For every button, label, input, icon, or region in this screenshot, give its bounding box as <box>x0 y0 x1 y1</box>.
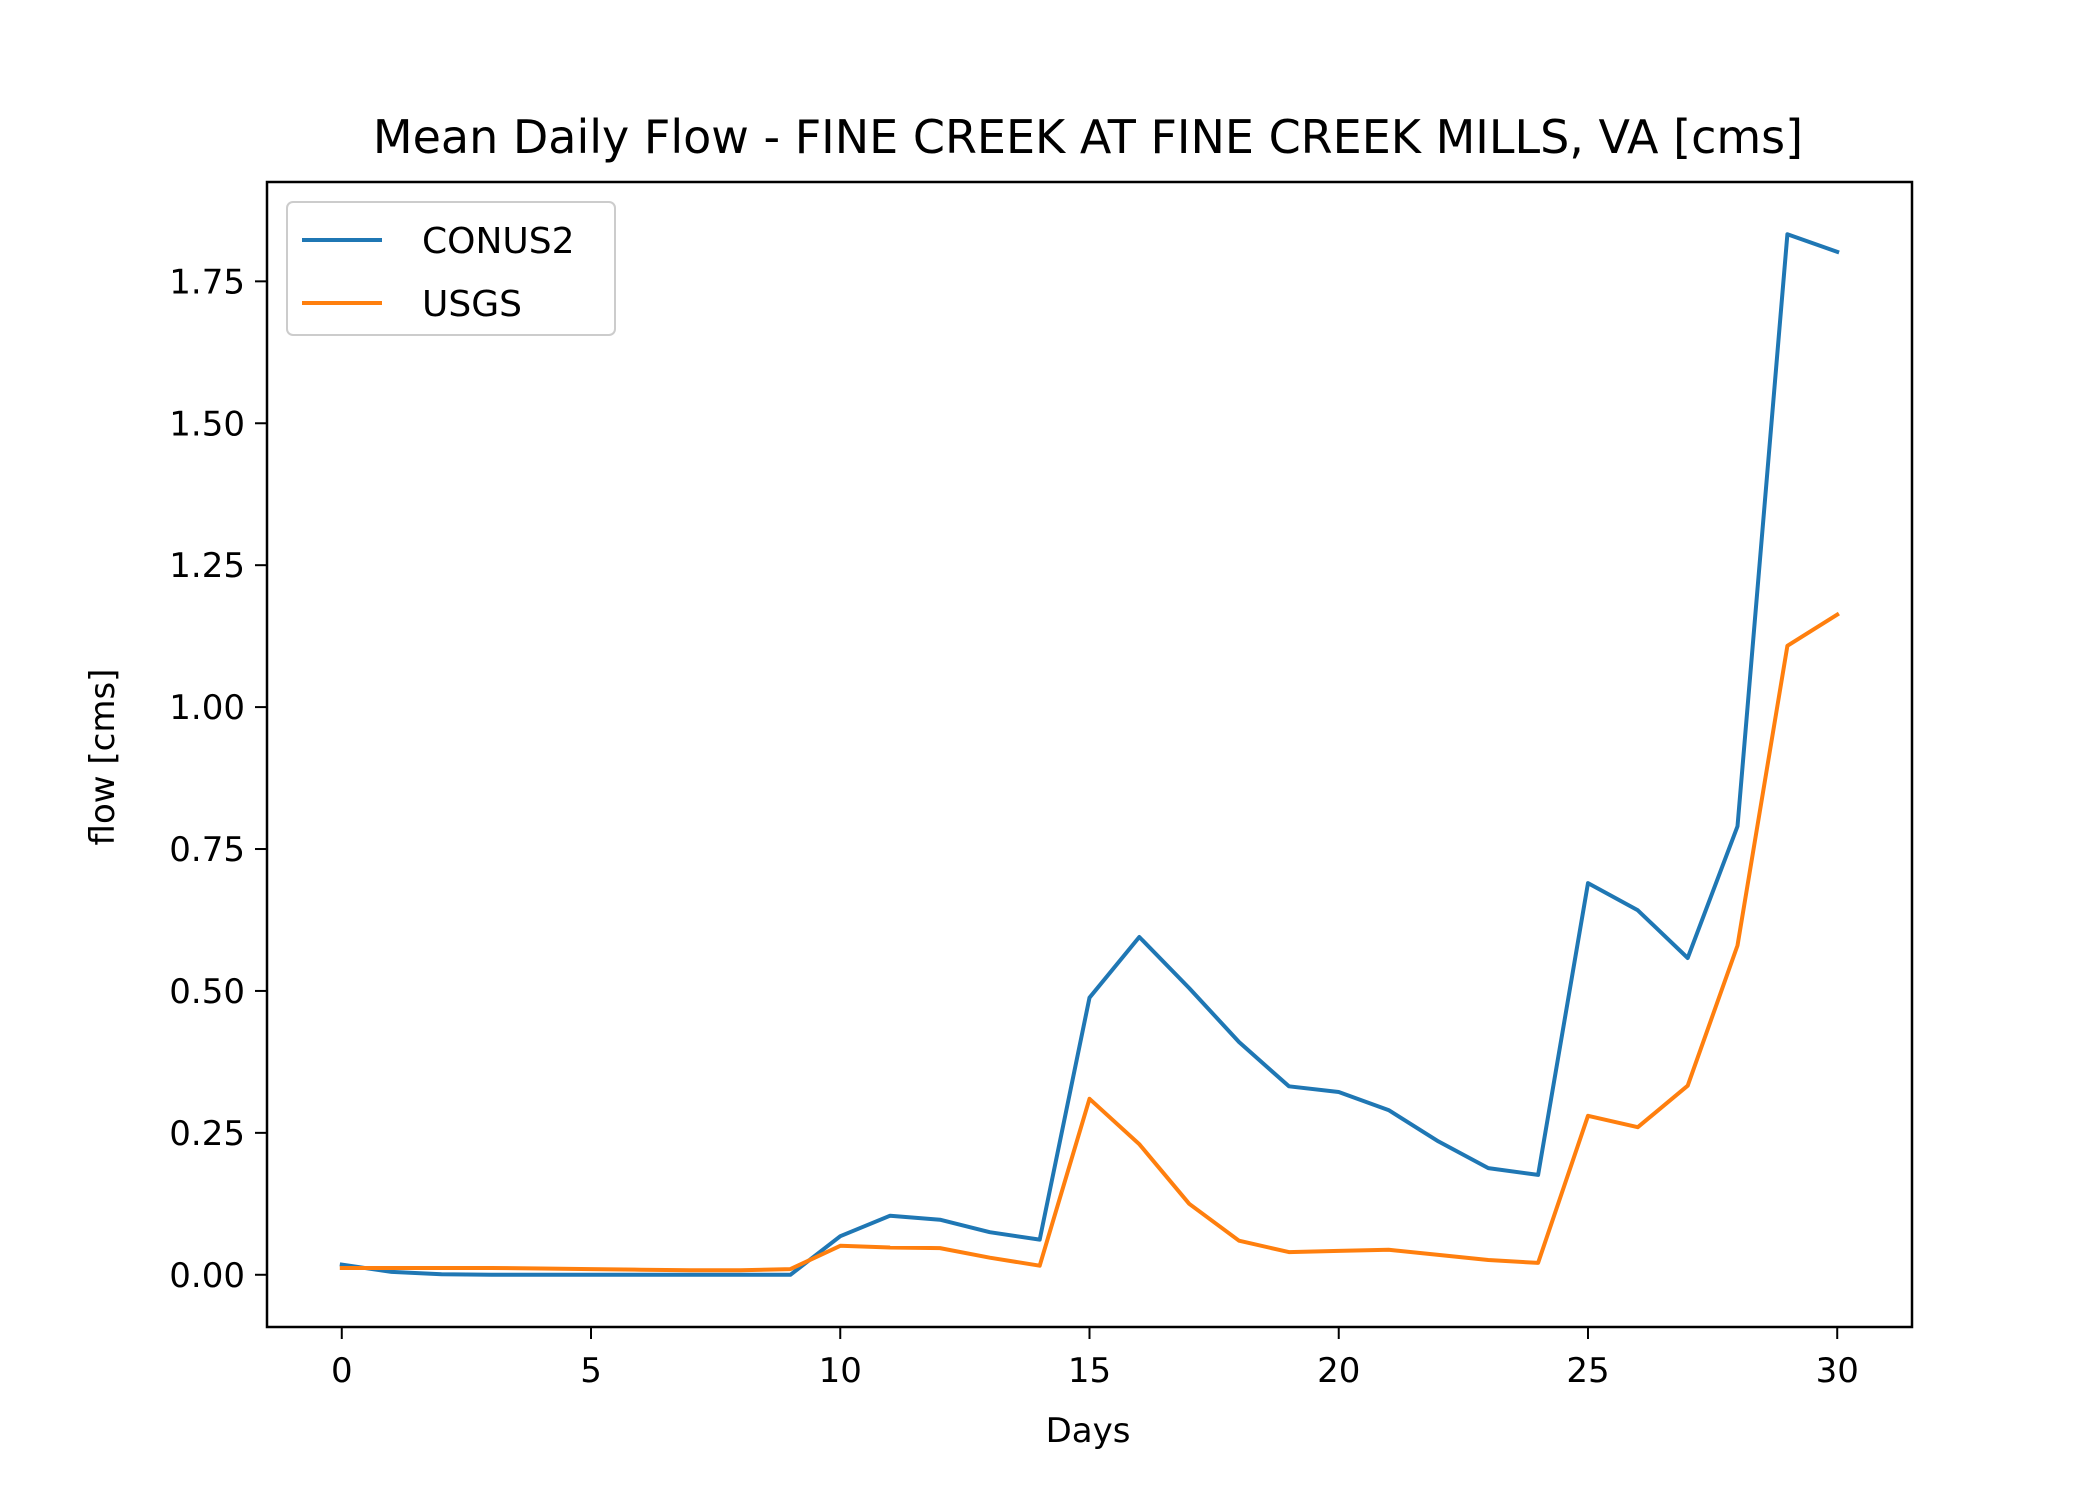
y-tick-label: 0.75 <box>169 830 245 870</box>
axes-frame <box>265 180 1914 1329</box>
y-tick-label: 0.50 <box>169 972 245 1012</box>
x-tick-label: 0 <box>331 1351 353 1391</box>
y-tick-label: 1.50 <box>169 404 245 444</box>
plot-area <box>339 232 1840 1277</box>
x-tick-label: 10 <box>819 1351 862 1391</box>
y-tick-label: 1.25 <box>169 546 245 586</box>
legend-label-conus2: CONUS2 <box>422 221 575 262</box>
y-tick-label: 0.25 <box>169 1114 245 1154</box>
x-tick-label: 30 <box>1816 1351 1859 1391</box>
y-axis-label: flow [cms] <box>83 669 123 846</box>
x-tick-label: 15 <box>1068 1351 1111 1391</box>
x-axis-label: Days <box>1046 1411 1131 1451</box>
x-tick-label: 5 <box>580 1351 602 1391</box>
axes: 0 5 10 15 20 25 30 0.00 0.25 0.50 0.75 1.00 1.25 1.50… <box>169 180 1914 1391</box>
x-tick-label: 20 <box>1317 1351 1360 1391</box>
x-tick-label: 25 <box>1566 1351 1609 1391</box>
chart-title: Mean Daily Flow - FINE CREEK AT FINE CRE… <box>373 110 1803 164</box>
series-line-conus2 <box>339 232 1840 1277</box>
y-tick-label: 1.00 <box>169 688 245 728</box>
y-tick-label: 1.75 <box>169 262 245 302</box>
series-line-usgs <box>339 611 1840 1273</box>
y-tick-label: 0.00 <box>169 1256 245 1296</box>
legend: CONUS2 USGS <box>286 201 616 336</box>
legend-label-usgs: USGS <box>422 284 522 325</box>
